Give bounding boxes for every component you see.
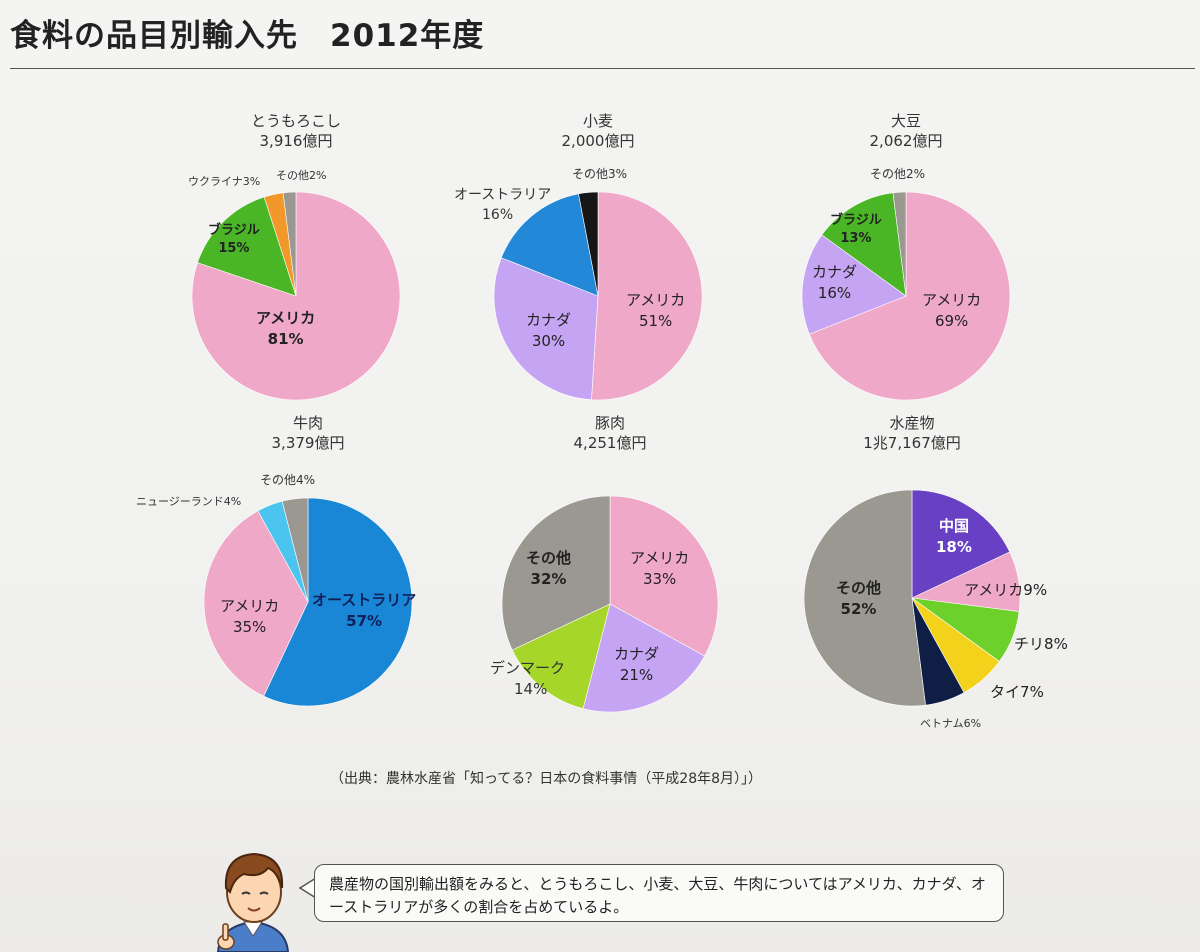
pie-slice-3 — [578, 191, 599, 297]
pie-slice-1 — [197, 196, 297, 297]
pie-chart-soybean: 大豆 2,062億円 アメリカ 69% カナダ 16% ブラジル 13% その他2% — [726, 110, 1086, 440]
slice-label-usa: アメリカ 69% — [922, 291, 982, 330]
pie-slice-3 — [282, 191, 297, 297]
slice-label-other: その他2% — [276, 169, 327, 182]
slice-label-new-zealand: ニュージーランド4% — [136, 495, 242, 508]
pie-slice-0 — [808, 191, 1011, 401]
chart-title: 豚肉 — [594, 414, 625, 432]
slice-label-other: その他3% — [572, 167, 628, 181]
pie-slice-2 — [821, 192, 907, 297]
pie-slice-0 — [911, 489, 1011, 599]
slice-label-other: その他 32% — [526, 549, 572, 588]
slice-label-denmark: デンマーク 14% — [490, 659, 566, 698]
chart-title: 小麦 — [582, 112, 613, 130]
chart-title: 大豆 — [890, 112, 921, 130]
slice-label-chile: チリ8% — [1014, 635, 1068, 653]
slice-label-usa: アメリカ 81% — [256, 309, 316, 348]
slice-label-usa: アメリカ 51% — [626, 291, 686, 330]
pie-svg — [501, 495, 719, 713]
slice-label-other: その他2% — [870, 167, 926, 181]
pie-slice-1 — [493, 257, 599, 401]
slice-label-other: その他 52% — [836, 579, 882, 618]
speech-bubble: 農産物の国別輸出額をみると、とうもろこし、小麦、大豆、牛肉についてはアメリカ、カ… — [314, 864, 1004, 922]
pie-slice-1 — [801, 234, 907, 335]
page-title: 食料の品目別輸入先 2012年度 — [10, 18, 485, 54]
slice-label-canada: カナダ 16% — [812, 263, 858, 302]
slice-label-brazil: ブラジル 13% — [830, 213, 882, 247]
pie-slice-3 — [892, 191, 907, 297]
chart-subtitle: 2,062億円 — [869, 132, 943, 150]
boy-character-illustration — [216, 852, 290, 952]
slice-label-brazil: ブラジル 15% — [208, 223, 260, 257]
pie-chart-wheat: 小麦 2,000億円 アメリカ 51% カナダ 30% オーストラリア 16% その他… — [418, 110, 778, 440]
slice-label-usa: アメリカ9% — [964, 581, 1048, 599]
slice-label-china: 中国 18% — [936, 517, 972, 556]
pie-svg — [801, 191, 1011, 401]
pie-chart-corn: とうもろこし 3,916億円 アメリカ 81% ブラジル 15% ウクライナ3% そ… — [116, 110, 476, 440]
pie-slice-0 — [609, 495, 719, 657]
chart-title: 牛肉 — [292, 414, 323, 432]
pie-svg — [203, 497, 413, 707]
pie-svg — [191, 191, 401, 401]
chart-title: 水産物 — [889, 414, 935, 432]
pie-slice-1 — [582, 603, 706, 713]
slice-label-vietnam: ベトナム6% — [920, 717, 982, 730]
pie-slice-0 — [263, 497, 413, 707]
pie-chart-pork: 豚肉 4,251億円 アメリカ 33% カナダ 21% デンマーク 14% その他 32… — [430, 412, 790, 742]
slice-label-other: その他4% — [260, 473, 316, 487]
pie-slice-0 — [591, 191, 703, 401]
chart-title: とうもろこし — [250, 112, 341, 130]
slice-label-ukraine: ウクライナ3% — [188, 175, 261, 188]
slice-label-canada: カナダ 21% — [614, 645, 660, 684]
pie-svg — [493, 191, 703, 401]
chart-subtitle: 2,000億円 — [561, 132, 635, 150]
slice-label-thailand: タイ7% — [990, 683, 1044, 701]
slice-label-canada: カナダ 30% — [526, 311, 572, 350]
pie-slice-1 — [203, 510, 309, 697]
chart-subtitle: 3,916億円 — [259, 132, 333, 150]
slice-label-australia: オーストラリア 16% — [454, 187, 552, 223]
chart-subtitle: 1兆7,167億円 — [863, 434, 961, 452]
chart-subtitle: 3,379億円 — [271, 434, 345, 452]
pie-slice-5 — [803, 489, 926, 707]
title-divider — [10, 68, 1195, 69]
slice-label-usa: アメリカ 35% — [220, 597, 280, 636]
slice-label-usa: アメリカ 33% — [630, 549, 690, 588]
chart-subtitle: 4,251億円 — [573, 434, 647, 452]
pie-chart-beef: 牛肉 3,379億円 オーストラリア 57% アメリカ 35% ニュージーランド4%… — [128, 412, 488, 742]
pie-slice-3 — [281, 497, 309, 603]
pie-chart-seafood: 水産物 1兆7,167億円 中国 18% アメリカ9% チリ8% タイ7% ベトナ… — [732, 412, 1092, 742]
pie-slice-0 — [191, 191, 401, 401]
pie-svg — [803, 489, 1021, 707]
pie-slice-2 — [500, 193, 599, 297]
speech-bubble-tail — [298, 877, 317, 899]
source-citation: （出典：農林水産省「知ってる？日本の食料事情（平成28年8月）」） — [330, 771, 763, 787]
pie-slice-3 — [501, 495, 611, 651]
pie-slice-2 — [511, 603, 611, 709]
slice-label-australia: オーストラリア 57% — [312, 591, 417, 630]
